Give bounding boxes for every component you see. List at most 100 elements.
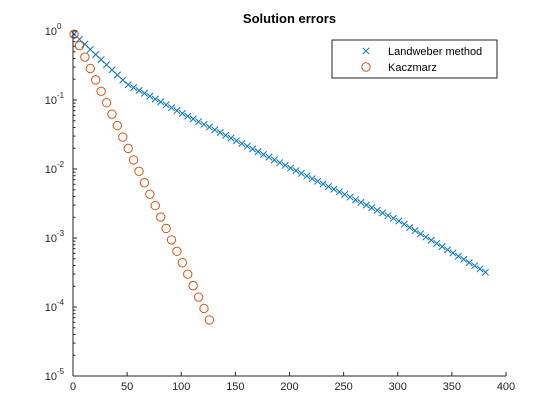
x-tick-label: 100 bbox=[172, 381, 190, 393]
y-tick-label-base: 10 bbox=[45, 371, 57, 383]
chart-title: Solution errors bbox=[243, 11, 336, 26]
data-point-kaczmarz bbox=[107, 109, 117, 119]
data-point-landweber bbox=[297, 169, 305, 177]
data-point-landweber bbox=[135, 86, 143, 94]
data-point-landweber bbox=[422, 233, 430, 241]
data-point-landweber bbox=[151, 95, 159, 103]
data-point-kaczmarz bbox=[150, 200, 160, 211]
data-point-landweber bbox=[308, 175, 316, 183]
y-tick-label: 10 bbox=[45, 302, 57, 314]
data-point-kaczmarz bbox=[101, 98, 112, 108]
x-tick-label: 350 bbox=[443, 381, 461, 393]
data-point-landweber bbox=[167, 104, 176, 112]
data-point-kaczmarz bbox=[188, 280, 198, 291]
data-point-kaczmarz bbox=[85, 63, 96, 74]
data-point-kaczmarz bbox=[166, 235, 177, 245]
data-point-landweber bbox=[270, 156, 278, 164]
data-point-landweber bbox=[254, 148, 262, 156]
data-point-kaczmarz bbox=[74, 40, 85, 51]
y-tick-label-base: 10 bbox=[45, 233, 57, 245]
y-tick-label-base: 10 bbox=[45, 302, 57, 314]
data-point-landweber bbox=[119, 76, 127, 84]
x-tick-label: 400 bbox=[497, 381, 515, 393]
data-point-landweber bbox=[465, 259, 473, 267]
legend-label: Kaczmarz bbox=[388, 62, 437, 74]
data-point-landweber bbox=[211, 126, 219, 134]
data-point-landweber bbox=[433, 239, 441, 247]
data-point-landweber bbox=[259, 150, 268, 158]
data-point-landweber bbox=[140, 89, 148, 97]
data-point-kaczmarz bbox=[91, 75, 101, 85]
data-point-landweber bbox=[232, 137, 241, 145]
data-point-kaczmarz bbox=[145, 189, 155, 199]
y-tick-label-base: 10 bbox=[45, 164, 57, 176]
data-point-landweber bbox=[281, 161, 289, 169]
data-point-landweber bbox=[341, 190, 349, 199]
data-point-landweber bbox=[124, 81, 132, 89]
x-tick-label: 50 bbox=[121, 381, 133, 393]
series-landweber bbox=[70, 30, 489, 276]
data-point-kaczmarz bbox=[183, 269, 193, 279]
data-point-landweber bbox=[243, 142, 251, 150]
data-point-landweber bbox=[227, 134, 235, 142]
data-point-landweber bbox=[324, 183, 333, 191]
data-point-landweber bbox=[189, 115, 197, 123]
data-point-kaczmarz bbox=[193, 292, 204, 302]
y-tick-label-exponent: -5 bbox=[57, 367, 65, 376]
data-point-landweber bbox=[303, 172, 311, 180]
data-point-landweber bbox=[438, 243, 446, 251]
legend-label: Landweber method bbox=[388, 46, 482, 58]
data-point-landweber bbox=[443, 246, 452, 254]
legend-marker-kaczmarz bbox=[361, 62, 371, 72]
data-point-landweber bbox=[162, 101, 170, 109]
data-point-kaczmarz bbox=[69, 29, 79, 39]
data-point-landweber bbox=[238, 139, 246, 148]
data-point-landweber bbox=[416, 230, 425, 238]
data-point-landweber bbox=[292, 167, 300, 175]
x-tick-label: 250 bbox=[334, 381, 352, 393]
plot-area bbox=[73, 31, 506, 376]
data-point-landweber bbox=[471, 262, 479, 270]
y-tick-label-exponent: -2 bbox=[57, 160, 65, 169]
axes-layer: 0 50 100 150 200 250 300 350 40010-510-410-310-2… bbox=[45, 22, 515, 393]
data-point-landweber bbox=[449, 249, 457, 257]
y-tick-label: 10 bbox=[45, 95, 57, 107]
data-point-landweber bbox=[384, 212, 392, 220]
y-tick-label-exponent: -4 bbox=[57, 298, 65, 307]
data-point-kaczmarz bbox=[123, 143, 133, 154]
data-point-landweber bbox=[178, 109, 186, 118]
data-point-kaczmarz bbox=[80, 52, 90, 62]
data-point-kaczmarz bbox=[155, 212, 166, 222]
data-point-landweber bbox=[195, 118, 203, 126]
data-point-kaczmarz bbox=[172, 246, 182, 257]
data-point-landweber bbox=[130, 84, 138, 92]
data-point-landweber bbox=[460, 255, 468, 263]
y-tick-label-exponent: 0 bbox=[57, 22, 62, 31]
x-tick-label: 300 bbox=[389, 381, 407, 393]
data-point-landweber bbox=[200, 120, 208, 128]
series-kaczmarz bbox=[69, 29, 215, 325]
data-point-landweber bbox=[173, 107, 181, 115]
data-point-landweber bbox=[335, 188, 343, 196]
data-point-landweber bbox=[427, 236, 435, 244]
data-point-landweber bbox=[249, 145, 257, 153]
data-point-landweber bbox=[368, 204, 376, 212]
data-point-landweber bbox=[357, 198, 365, 206]
data-point-kaczmarz bbox=[161, 223, 171, 234]
data-point-kaczmarz bbox=[199, 303, 209, 314]
data-point-landweber bbox=[476, 265, 484, 273]
y-tick-label-exponent: -1 bbox=[57, 91, 65, 100]
legend-marker-landweber bbox=[362, 47, 370, 55]
data-point-landweber bbox=[314, 177, 322, 185]
data-point-landweber bbox=[454, 252, 462, 260]
data-point-landweber bbox=[330, 185, 338, 193]
data-point-landweber bbox=[216, 129, 224, 137]
data-point-kaczmarz bbox=[96, 86, 106, 97]
data-point-landweber bbox=[205, 123, 213, 131]
y-tick-label: 10 bbox=[45, 233, 57, 245]
data-point-landweber bbox=[222, 131, 230, 139]
data-point-landweber bbox=[351, 196, 360, 204]
data-point-kaczmarz bbox=[118, 132, 128, 142]
